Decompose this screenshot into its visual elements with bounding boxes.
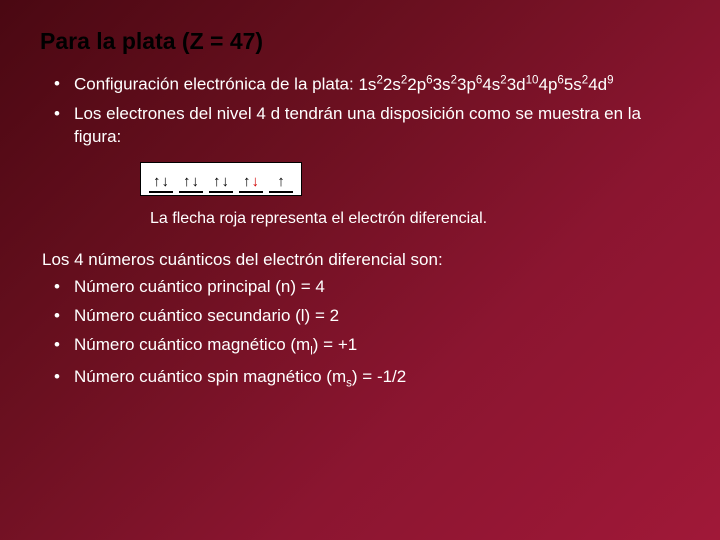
arrow-up-icon: ↑ [153,174,161,189]
quantum-item: Número cuántico secundario (l) = 2 [50,305,680,328]
quantum-heading: Los 4 números cuánticos del electrón dif… [42,250,680,270]
orbital-box: ↑↓ [179,167,203,193]
arrow-up-icon: ↑ [183,174,191,189]
quantum-text: Número cuántico spin magnético (m [74,367,346,386]
config-superscript: 9 [607,74,613,86]
orbital-diagram-wrap: ↑↓↑↓↑↓↑↓↑ [140,162,680,196]
quantum-list: Número cuántico principal (n) = 4 Número … [50,276,680,392]
config-superscript: 10 [526,74,539,86]
config-label: Configuración electrónica de la plata: [74,75,354,94]
quantum-text: ) = -1/2 [352,367,406,386]
arrow-down-icon: ↓ [162,174,170,189]
arrangement-bullet: Los electrones del nivel 4 d tendrán una… [50,103,680,149]
quantum-item: Número cuántico principal (n) = 4 [50,276,680,299]
config-term: 2s [383,75,401,94]
config-term: 4d [588,75,607,94]
config-bullet: Configuración electrónica de la plata: 1… [50,73,680,97]
orbital-box: ↑ [269,167,293,193]
arrow-up-icon: ↑ [277,174,285,189]
config-term: 3d [507,75,526,94]
intro-list: Configuración electrónica de la plata: 1… [50,73,680,148]
arrow-down-icon: ↓ [192,174,200,189]
slide-title: Para la plata (Z = 47) [40,28,680,55]
quantum-item: Número cuántico spin magnético (ms) = -1… [50,366,680,392]
orbital-box: ↑↓ [239,167,263,193]
arrow-down-icon: ↓ [222,174,230,189]
orbital-box: ↑↓ [209,167,233,193]
diagram-caption: La flecha roja representa el electrón di… [150,210,680,228]
orbital-box: ↑↓ [149,167,173,193]
config-term: 1s [358,75,376,94]
config-term: 4s [482,75,500,94]
arrow-down-red-icon: ↓ [252,174,260,189]
arrow-up-icon: ↑ [213,174,221,189]
config-term: 3p [457,75,476,94]
electron-config: 1s22s22p63s23p64s23d104p65s24d9 [358,75,613,94]
quantum-item: Número cuántico magnético (ml) = +1 [50,334,680,360]
config-term: 4p [538,75,557,94]
orbital-diagram: ↑↓↑↓↑↓↑↓↑ [140,162,302,196]
quantum-text: ) = +1 [313,335,357,354]
config-term: 5s [564,75,582,94]
quantum-text: Número cuántico magnético (m [74,335,310,354]
orbital-row: ↑↓↑↓↑↓↑↓↑ [149,167,293,193]
arrow-up-icon: ↑ [243,174,251,189]
config-term: 3s [433,75,451,94]
config-term: 2p [407,75,426,94]
